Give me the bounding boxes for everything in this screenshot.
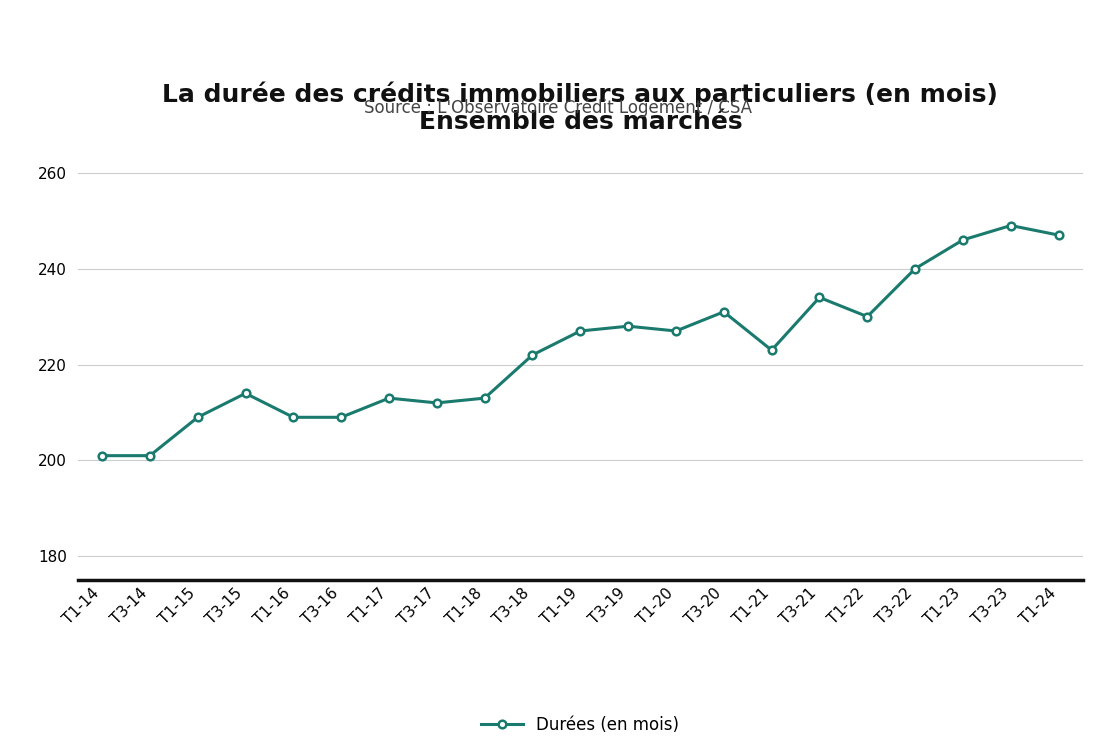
Durées (en mois) — [383, 394, 396, 403]
Durées (en mois) — [718, 307, 731, 316]
Durées (en mois) — [335, 413, 348, 422]
Durées (en mois) — [526, 350, 539, 359]
Durées (en mois) — [764, 346, 778, 355]
Durées (en mois) — [287, 413, 300, 422]
Durées (en mois) — [1052, 231, 1066, 240]
Durées (en mois) — [143, 451, 156, 460]
Durées (en mois) — [1004, 221, 1018, 230]
Line: Durées (en mois): Durées (en mois) — [98, 222, 1062, 460]
Legend: Durées (en mois): Durées (en mois) — [474, 710, 686, 741]
Durées (en mois) — [574, 327, 587, 336]
Durées (en mois) — [956, 235, 970, 244]
Durées (en mois) — [239, 389, 252, 398]
Durées (en mois) — [622, 321, 635, 330]
Durées (en mois) — [860, 312, 874, 321]
Durées (en mois) — [95, 451, 108, 460]
Durées (en mois) — [430, 399, 443, 408]
Durées (en mois) — [478, 394, 491, 403]
Durées (en mois) — [908, 264, 922, 273]
Durées (en mois) — [670, 327, 683, 336]
Title: La durée des crédits immobiliers aux particuliers (en mois)
Ensemble des marchés: La durée des crédits immobiliers aux par… — [163, 81, 998, 135]
Durées (en mois) — [191, 413, 204, 422]
Durées (en mois) — [812, 293, 826, 302]
Text: Source : L'Observatoire Crédit Logement / CSA: Source : L'Observatoire Crédit Logement … — [364, 99, 752, 117]
